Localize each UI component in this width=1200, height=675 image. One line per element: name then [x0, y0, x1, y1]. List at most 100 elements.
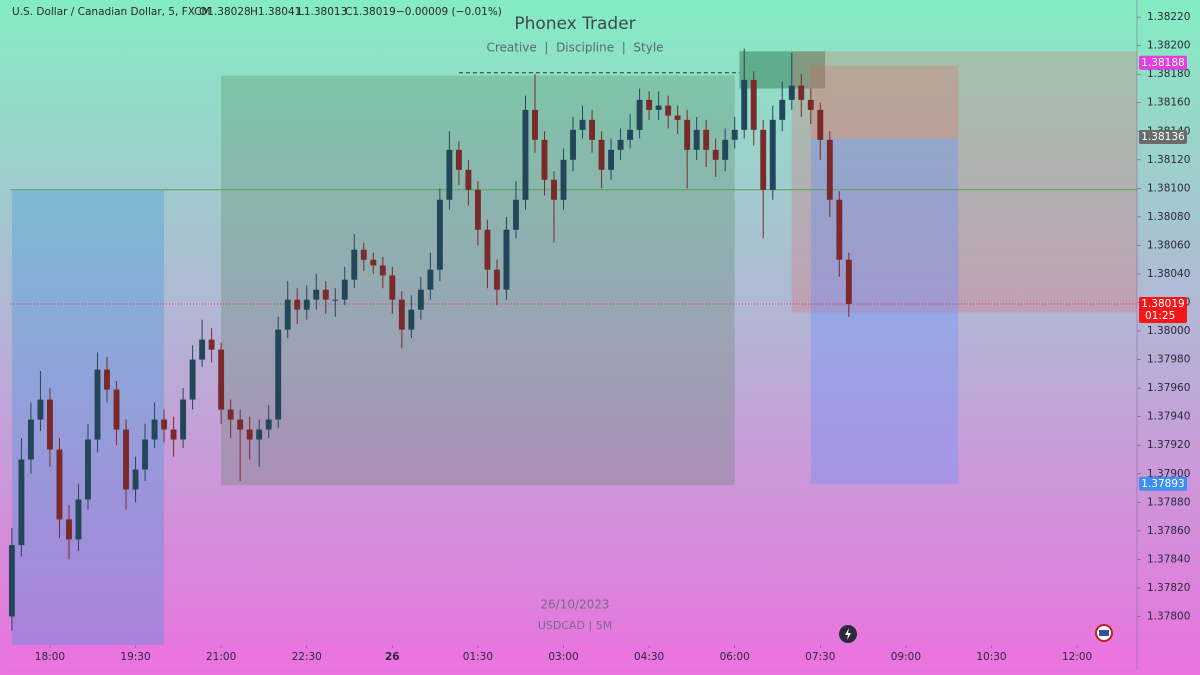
- candle-body: [560, 159, 567, 200]
- candle-body: [655, 105, 662, 110]
- x-tick-label: 18:00: [35, 651, 65, 663]
- symbol-info: U.S. Dollar / Canadian Dollar, 5, FXCM O…: [12, 6, 502, 18]
- y-tick-label: 1.37860: [1147, 525, 1190, 537]
- price-badge: [1139, 129, 1187, 144]
- candle-body: [826, 139, 833, 200]
- candle-body: [379, 265, 386, 276]
- candle-body: [75, 499, 82, 540]
- candle-body: [246, 429, 253, 440]
- candle-body: [113, 389, 120, 430]
- candle-body: [455, 149, 462, 170]
- candle-body: [389, 275, 396, 300]
- x-tick-label: 03:00: [548, 651, 578, 663]
- zone: [221, 75, 735, 486]
- candle-body: [227, 409, 234, 420]
- candle-body: [27, 419, 34, 460]
- x-tick-label: 06:00: [720, 651, 750, 663]
- candle-body: [18, 459, 25, 546]
- candle-body: [570, 129, 576, 160]
- candle-body: [8, 545, 15, 617]
- candle-body: [303, 299, 310, 310]
- candle-body: [731, 129, 738, 140]
- zone: [810, 138, 959, 484]
- candle-body: [788, 85, 795, 100]
- candle-body: [313, 289, 320, 300]
- candle-body: [151, 419, 158, 440]
- x-tick-label: 04:30: [634, 651, 664, 663]
- ohlc-low: L1.38013: [298, 6, 347, 18]
- y-tick-label: 1.37940: [1147, 411, 1190, 423]
- watermark-subtitle: Creative | Discipline | Style: [486, 41, 663, 55]
- price-badge-label: 1.37893: [1141, 478, 1184, 490]
- y-tick-label: 1.38160: [1147, 97, 1190, 109]
- candle-body: [332, 299, 339, 301]
- y-tick-label: 1.38080: [1147, 211, 1190, 223]
- flash-icon[interactable]: [839, 625, 857, 643]
- price-badge: [1139, 296, 1187, 323]
- candle-body: [189, 359, 196, 400]
- watermark-symbol: USDCAD | 5M: [538, 619, 612, 632]
- candle-body: [703, 129, 710, 150]
- candle-body: [493, 269, 500, 290]
- price-badge: [1139, 55, 1187, 70]
- y-tick-label: 1.38040: [1147, 268, 1190, 280]
- candle-body: [474, 189, 481, 230]
- zones: [11, 51, 1137, 645]
- candle-body: [712, 149, 719, 160]
- candle-body: [199, 339, 206, 360]
- y-tick-label: 1.38180: [1147, 68, 1190, 80]
- candle-body: [760, 129, 767, 190]
- watermark-date: 26/10/2023: [540, 598, 609, 612]
- candle-body: [798, 85, 805, 100]
- candle-body: [142, 439, 148, 470]
- ohlc-close: C1.38019: [345, 6, 396, 18]
- candle-body: [674, 115, 681, 120]
- y-tick-label: 1.37880: [1147, 496, 1190, 508]
- candle-body: [170, 429, 177, 440]
- candle-body: [522, 109, 529, 200]
- candle-body: [684, 119, 691, 150]
- candle-body: [341, 279, 348, 300]
- y-tick-label: 1.38120: [1147, 154, 1190, 166]
- candle-body: [665, 105, 672, 116]
- candle-body: [779, 99, 786, 120]
- x-tick-label: 10:30: [976, 651, 1006, 663]
- y-tick-label: 1.38060: [1147, 239, 1190, 251]
- candle-body: [436, 199, 443, 270]
- candle-body: [845, 259, 852, 304]
- flag-icon[interactable]: [1095, 624, 1113, 642]
- candle-body: [322, 289, 329, 300]
- candle-body: [541, 139, 548, 180]
- candle-body: [218, 349, 225, 410]
- candle-body: [275, 329, 282, 420]
- candle-body: [94, 369, 101, 440]
- candle-body: [208, 339, 215, 350]
- candles: [8, 48, 852, 631]
- candle-body: [627, 129, 634, 140]
- y-tick-label: 1.38100: [1147, 182, 1190, 194]
- candle-body: [398, 299, 405, 330]
- candle-body: [722, 139, 729, 160]
- x-tick-label: 22:30: [292, 651, 322, 663]
- x-tick-label: 01:30: [463, 651, 493, 663]
- zone: [11, 189, 165, 645]
- candle-body: [598, 139, 605, 170]
- candle-body: [646, 99, 653, 110]
- candle-body: [446, 149, 453, 200]
- candle-body: [370, 259, 377, 266]
- candle-body: [807, 99, 814, 110]
- candle-body: [123, 429, 129, 490]
- price-countdown: 01:25: [1145, 310, 1175, 322]
- candle-body: [132, 469, 139, 490]
- candle-body: [161, 419, 168, 430]
- ohlc-open: O1.38028: [199, 6, 251, 18]
- symbol-name: U.S. Dollar / Canadian Dollar, 5, FXCM: [12, 6, 211, 18]
- candle-body: [56, 449, 63, 520]
- y-tick-label: 1.38200: [1147, 40, 1190, 52]
- candle-body: [636, 99, 643, 130]
- candle-body: [66, 519, 72, 540]
- candle-body: [750, 79, 757, 130]
- y-tick-label: 1.37820: [1147, 582, 1190, 594]
